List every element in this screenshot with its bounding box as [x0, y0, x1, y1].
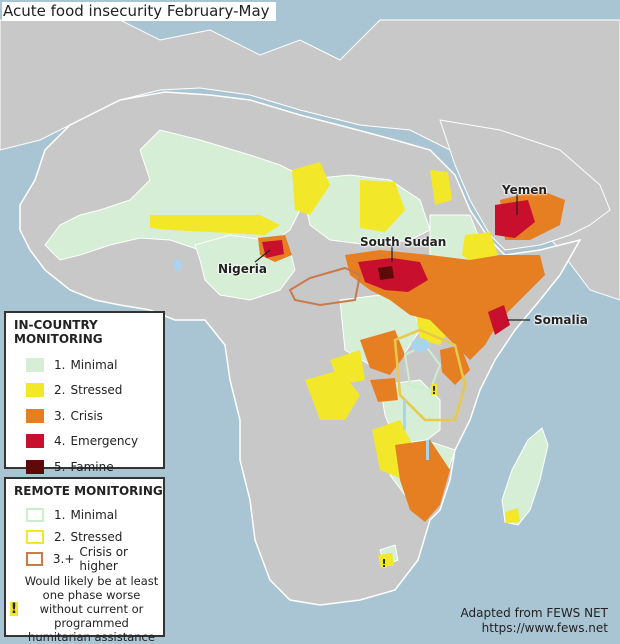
lakes: [174, 259, 429, 460]
legend-item-crisis: 3. Crisis: [6, 403, 163, 429]
swatch-famine: [26, 459, 44, 474]
assistance-note: ! Would likely be at least one phase wor…: [6, 572, 163, 644]
remote-crisis-outline: [288, 266, 362, 307]
famine-region: [378, 266, 394, 280]
arabian-peninsula: [439, 119, 611, 251]
label-somalia: Somalia: [534, 313, 588, 327]
svg-text:!: !: [381, 557, 386, 570]
emergency-regions: [262, 200, 535, 335]
map-title: Acute food insecurity February-May: [2, 2, 276, 21]
legend-remote-item-stressed: 2. Stressed: [6, 526, 163, 548]
label-south-sudan: South Sudan: [360, 235, 447, 249]
credit-url[interactable]: https://www.fews.net: [481, 621, 608, 635]
legend-item-famine: 5. Famine: [6, 454, 163, 480]
legend-remote-heading: REMOTE MONITORING: [14, 484, 163, 498]
swatch-stressed: [26, 383, 44, 398]
swatch-remote-minimal: [26, 508, 44, 522]
remote-stressed-outline: [393, 328, 467, 422]
label-yemen: Yemen: [502, 183, 547, 197]
svg-text:!: !: [431, 384, 436, 397]
swatch-remote-crisis: [26, 552, 43, 566]
madagascar: [501, 427, 549, 526]
label-nigeria: Nigeria: [218, 262, 268, 276]
assistance-marker-icons: ! !: [381, 384, 437, 570]
credit-line-1: Adapted from FEWS NET: [460, 606, 608, 620]
swatch-emergency: [26, 434, 44, 449]
legend-item-emergency: 4. Emergency: [6, 429, 163, 455]
exclamation-icon: !: [10, 601, 18, 617]
legend-remote-item-crisis: 3.+ Crisis or higher: [6, 545, 163, 573]
source-credit: Adapted from FEWS NET https://www.fews.n…: [460, 606, 608, 636]
legend-in-country: IN-COUNTRY MONITORING 1. Minimal 2. Stre…: [4, 311, 165, 474]
swatch-minimal: [26, 357, 44, 372]
legend-remote: REMOTE MONITORING 1. Minimal 2. Stressed…: [4, 477, 165, 644]
legend-item-minimal: 1. Minimal: [6, 352, 163, 378]
legend-in-country-heading: IN-COUNTRY MONITORING: [14, 318, 103, 346]
assistance-note-text: Would likely be at least one phase worse…: [24, 574, 159, 644]
swatch-crisis: [26, 408, 44, 423]
legend-item-stressed: 2. Stressed: [6, 378, 163, 404]
legend-remote-item-minimal: 1. Minimal: [6, 504, 163, 526]
swatch-remote-stressed: [26, 530, 44, 544]
